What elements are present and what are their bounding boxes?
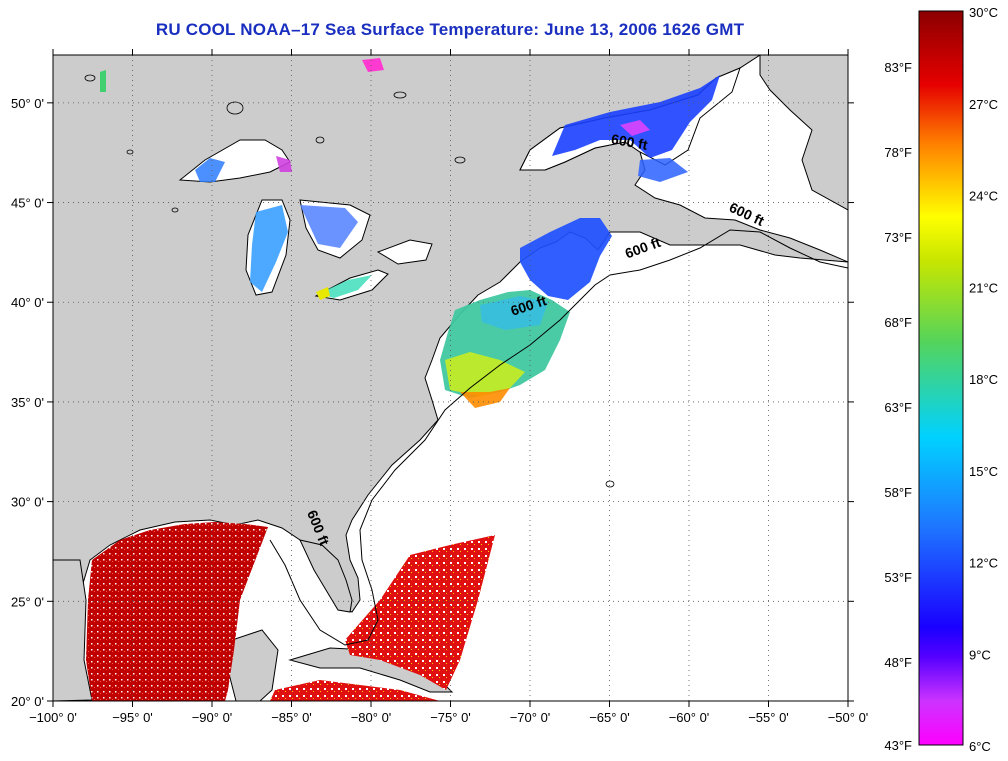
lat-tick-label: 40° 0' xyxy=(11,295,44,310)
colorbar-fahrenheit-label: 83°F xyxy=(884,60,912,75)
sst-mid-atlantic-cool xyxy=(480,296,548,330)
land-florida xyxy=(299,539,353,613)
colorbar-celsius-label: 30°C xyxy=(969,5,998,20)
colorbar-celsius-label: 24°C xyxy=(969,189,998,204)
sst-lake-erie-warm xyxy=(316,287,330,300)
lon-tick-label: −90° 0' xyxy=(192,710,233,725)
map-title: RU COOL NOAA–17 Sea Surface Temperature:… xyxy=(155,20,745,39)
lon-tick-label: −65° 0' xyxy=(589,710,630,725)
sst-lake-michigan xyxy=(250,205,288,292)
lon-tick-label: −50° 0' xyxy=(828,710,869,725)
sst-nipigon-fragment xyxy=(100,70,106,92)
colorbar-celsius-label: 15°C xyxy=(969,464,998,479)
lon-tick-label: −100° 0' xyxy=(29,710,77,725)
sst-cape-hatteras xyxy=(460,388,510,408)
sst-lake-superior xyxy=(195,158,225,182)
lat-tick-label: 45° 0' xyxy=(11,196,44,211)
colorbar-celsius-label: 21°C xyxy=(969,280,998,295)
latitude-axis: 20° 0' 25° 0' 30° 0' 35° 0' 40° 0' 45° 0' 50° … xyxy=(11,96,44,709)
sst-lake-superior-east xyxy=(276,156,292,172)
sst-gulf-st-lawrence xyxy=(552,75,720,158)
colorbar-celsius-label: 9°C xyxy=(969,647,991,662)
colorbar xyxy=(918,10,964,746)
colorbar-fahrenheit-labels: 83°F 78°F 73°F 68°F 63°F 58°F 53°F 48°F 43°F xyxy=(884,60,912,753)
lat-tick-label: 20° 0' xyxy=(11,694,44,709)
land-mexico xyxy=(53,559,93,701)
sst-mid-atlantic-warm xyxy=(445,352,525,396)
sst-newfoundland-coast xyxy=(638,158,688,182)
colorbar-fahrenheit-label: 53°F xyxy=(884,570,912,585)
colorbar-fahrenheit-label: 43°F xyxy=(884,738,912,753)
lon-tick-label: −95° 0' xyxy=(112,710,153,725)
lon-tick-label: −85° 0' xyxy=(271,710,312,725)
sst-lake-erie xyxy=(318,275,372,298)
sst-gulf-st-lawrence-cold xyxy=(620,120,650,136)
colorbar-celsius-labels: 30°C 27°C 24°C 21°C 18°C 15°C 12°C 9°C 6°C xyxy=(969,5,998,754)
isobath-label: 600 ft xyxy=(610,131,649,153)
colorbar-fahrenheit-label: 68°F xyxy=(884,315,912,330)
lake-ontario xyxy=(376,239,433,265)
minor-lakes xyxy=(84,74,615,488)
colorbar-fahrenheit-label: 48°F xyxy=(884,655,912,670)
colorbar-fahrenheit-label: 73°F xyxy=(884,230,912,245)
sst-caribbean xyxy=(270,680,440,701)
lon-tick-label: −60° 0' xyxy=(669,710,710,725)
axis-ticks xyxy=(47,49,854,707)
land-yucatan xyxy=(227,629,279,701)
sst-gulf-of-maine xyxy=(520,218,612,300)
lon-tick-label: −75° 0' xyxy=(430,710,471,725)
colorbar-celsius-label: 18°C xyxy=(969,372,998,387)
lat-tick-label: 30° 0' xyxy=(11,495,44,510)
isobath-600ft xyxy=(269,229,848,646)
colorbar-fahrenheit-label: 58°F xyxy=(884,485,912,500)
lon-tick-label: −70° 0' xyxy=(510,710,551,725)
longitude-axis: −100° 0' −95° 0' −90° 0' −85° 0' −80° 0' −75°… xyxy=(29,710,868,725)
lon-tick-label: −55° 0' xyxy=(748,710,789,725)
sst-lake-huron xyxy=(300,205,358,248)
sst-hudson-bay-fragment xyxy=(362,58,384,72)
map-plot-area xyxy=(53,55,848,701)
lon-tick-label: −80° 0' xyxy=(351,710,392,725)
colorbar-celsius-label: 27°C xyxy=(969,97,998,112)
colorbar-celsius-label: 6°C xyxy=(969,739,991,754)
lat-tick-label: 35° 0' xyxy=(11,395,44,410)
sst-gulf-of-mexico xyxy=(86,522,268,701)
lat-tick-label: 50° 0' xyxy=(11,96,44,111)
colorbar-fahrenheit-label: 78°F xyxy=(884,145,912,160)
lat-tick-label: 25° 0' xyxy=(11,594,44,609)
colorbar-celsius-label: 12°C xyxy=(969,556,998,571)
sst-bahamas-swath xyxy=(345,535,495,690)
colorbar-fahrenheit-label: 63°F xyxy=(884,400,912,415)
